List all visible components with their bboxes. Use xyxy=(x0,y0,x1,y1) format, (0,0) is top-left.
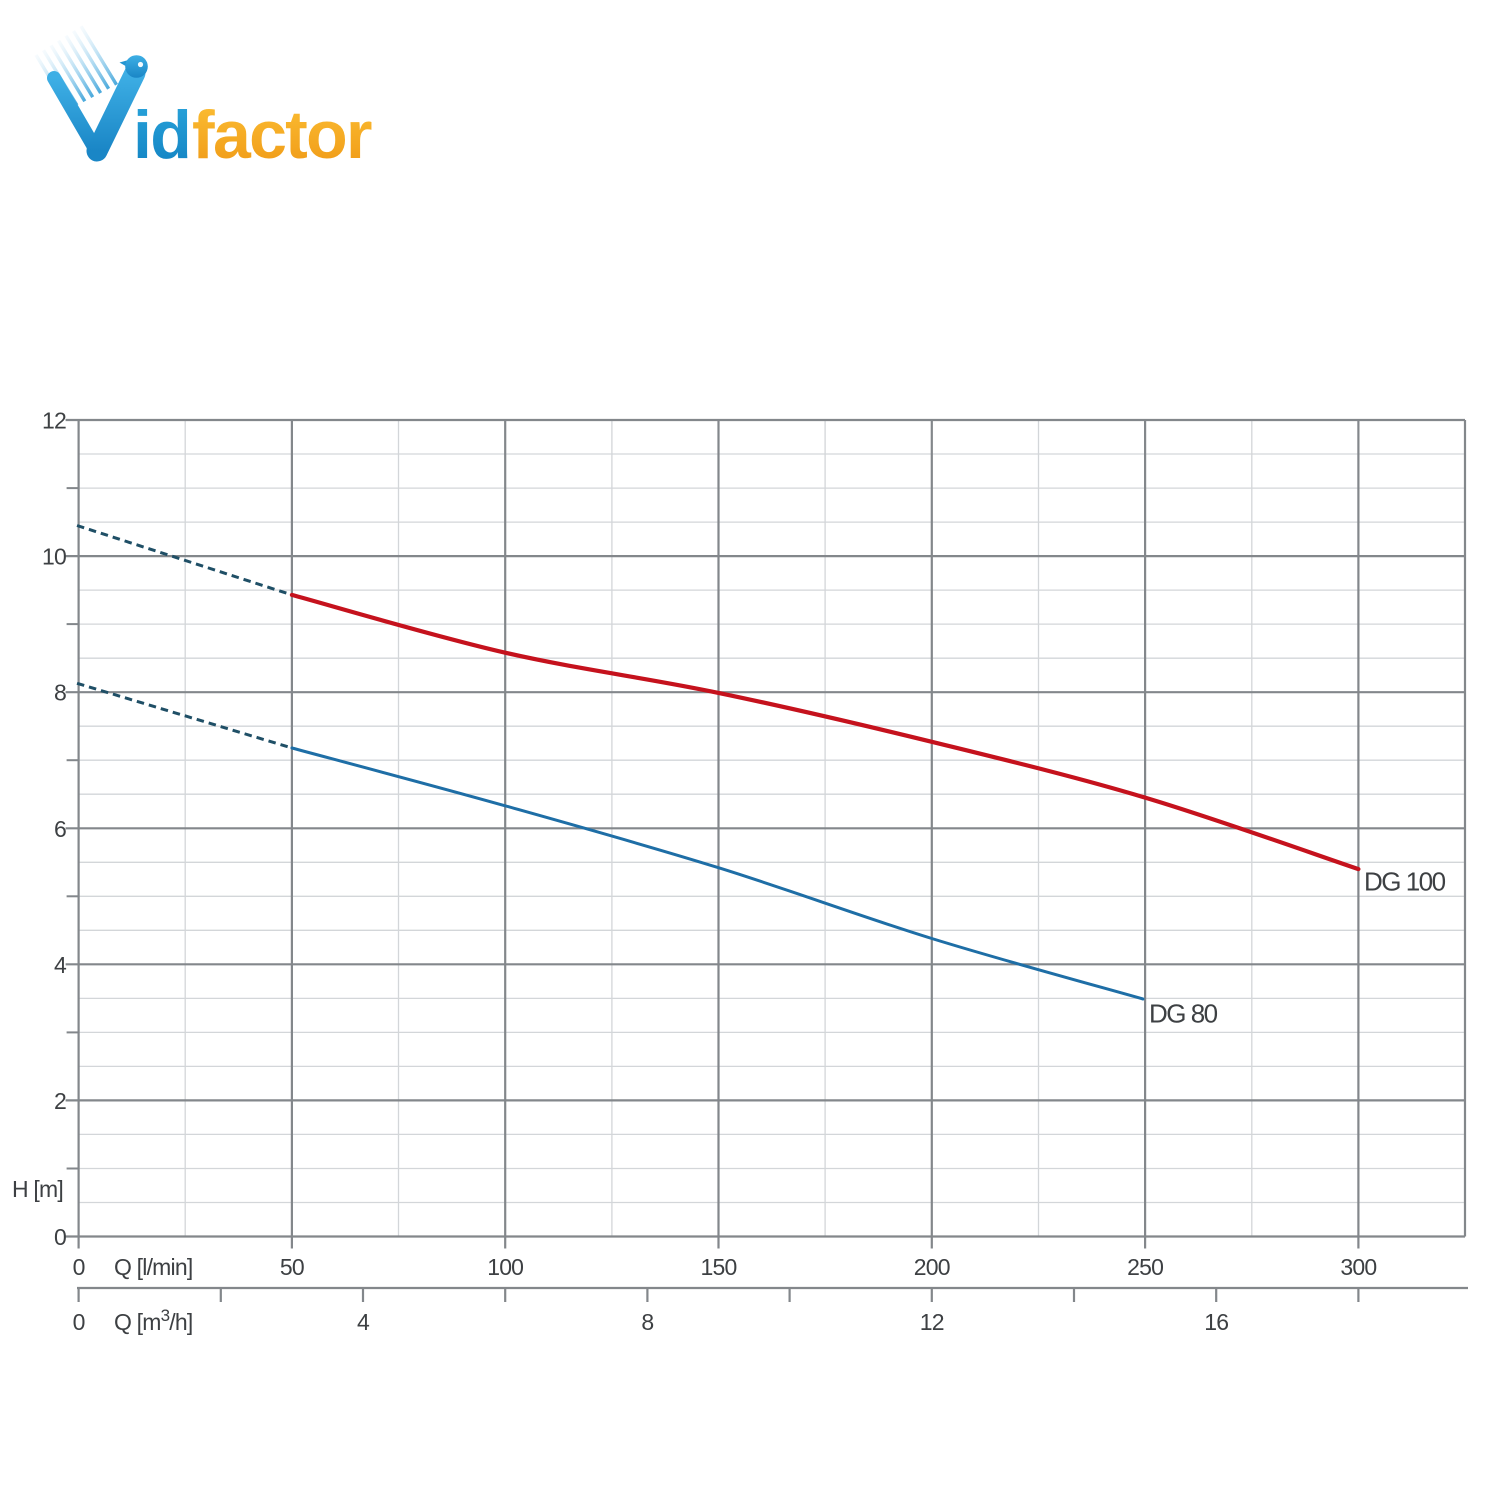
svg-text:12: 12 xyxy=(42,408,66,434)
svg-text:0: 0 xyxy=(54,1224,66,1250)
svg-text:10: 10 xyxy=(42,544,66,570)
svg-text:DG 80: DG 80 xyxy=(1149,999,1218,1029)
svg-text:DG 100: DG 100 xyxy=(1364,867,1446,897)
svg-text:16: 16 xyxy=(1204,1309,1228,1335)
svg-text:0: 0 xyxy=(73,1254,85,1280)
svg-text:8: 8 xyxy=(641,1309,653,1335)
svg-text:200: 200 xyxy=(914,1254,950,1280)
svg-text:150: 150 xyxy=(701,1254,737,1280)
svg-text:8: 8 xyxy=(54,680,66,706)
svg-text:4: 4 xyxy=(54,952,67,978)
svg-text:6: 6 xyxy=(54,816,66,842)
svg-text:0: 0 xyxy=(73,1309,85,1335)
svg-text:2: 2 xyxy=(54,1088,66,1114)
svg-text:12: 12 xyxy=(920,1309,944,1335)
svg-text:250: 250 xyxy=(1127,1254,1163,1280)
svg-text:Q [l/min]: Q [l/min] xyxy=(114,1254,192,1280)
svg-text:100: 100 xyxy=(487,1254,523,1280)
svg-text:H [m]: H [m] xyxy=(12,1176,63,1202)
svg-text:factor: factor xyxy=(192,97,372,173)
svg-text:id: id xyxy=(133,97,190,173)
svg-text:50: 50 xyxy=(280,1254,304,1280)
svg-text:4: 4 xyxy=(357,1309,370,1335)
svg-text:Q [m3/h]: Q [m3/h] xyxy=(114,1306,192,1335)
svg-text:300: 300 xyxy=(1340,1254,1376,1280)
